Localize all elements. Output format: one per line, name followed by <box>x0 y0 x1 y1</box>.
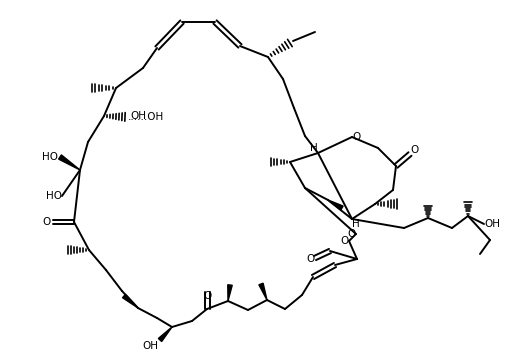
Text: H: H <box>352 219 359 229</box>
Text: OH: OH <box>130 111 146 121</box>
Polygon shape <box>123 294 138 308</box>
Text: O: O <box>341 236 349 246</box>
Text: O: O <box>307 254 315 264</box>
Polygon shape <box>328 200 343 210</box>
Text: O: O <box>352 132 360 142</box>
Text: H: H <box>310 143 318 153</box>
Text: O: O <box>410 145 418 155</box>
Text: OH: OH <box>142 341 158 351</box>
Polygon shape <box>58 155 80 170</box>
Text: O: O <box>203 291 211 301</box>
Polygon shape <box>228 285 232 301</box>
Text: ......OH: ......OH <box>128 112 164 122</box>
Text: OH: OH <box>484 219 500 229</box>
Text: O: O <box>348 229 356 239</box>
Text: O: O <box>43 217 51 227</box>
Polygon shape <box>158 327 172 342</box>
Text: HO: HO <box>46 191 62 201</box>
Polygon shape <box>259 283 267 300</box>
Text: HO: HO <box>42 152 58 162</box>
